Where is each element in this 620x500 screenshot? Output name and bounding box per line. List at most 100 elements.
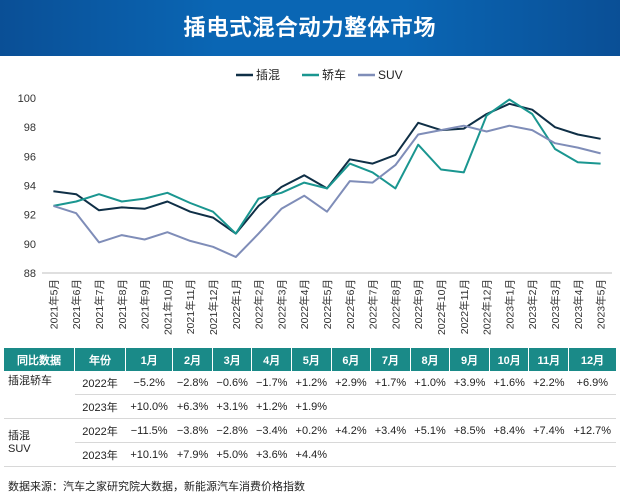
value-cell: +5.0% — [212, 442, 252, 467]
value-cell — [489, 442, 529, 467]
value-cell: −2.8% — [172, 371, 213, 395]
value-cell: −11.5% — [125, 418, 173, 443]
value-cell: −0.6% — [212, 371, 252, 395]
x-tick-label: 2021年5月 — [47, 279, 60, 329]
value-cell: +1.0% — [410, 371, 450, 395]
value-cell — [568, 394, 616, 419]
value-cell — [449, 394, 490, 419]
table-header-cell: 3月 — [212, 348, 253, 371]
table-row: 2023年 +10.1% +7.9% +5.0% +3.6% +4.4% — [4, 442, 616, 467]
y-tick-label: 94 — [24, 181, 36, 193]
x-tick-label: 2023年2月 — [526, 279, 539, 329]
table-header-cell: 年份 — [74, 348, 126, 371]
year-cell: 2022年 — [74, 418, 126, 443]
value-cell: +3.9% — [449, 371, 490, 395]
yoy-table: 同比数据 年份 1月 2月 3月 4月 5月 6月 7月 8月 9月 10月 11月 12月 插混轿车 20… — [4, 348, 616, 467]
x-tick-label: 2023年5月 — [595, 279, 608, 329]
value-cell: +8.4% — [489, 418, 529, 443]
y-tick-label: 100 — [18, 93, 36, 105]
value-cell — [370, 442, 411, 467]
year-cell: 2022年 — [74, 371, 126, 395]
value-cell: +1.2% — [291, 371, 332, 395]
value-cell: +1.6% — [489, 371, 529, 395]
y-tick-label: 88 — [24, 268, 36, 280]
value-cell — [331, 442, 371, 467]
x-tick-label: 2021年6月 — [70, 279, 83, 329]
x-tick-label: 2022年9月 — [412, 279, 425, 329]
title-banner — [0, 0, 620, 56]
x-tick-label: 2022年6月 — [344, 279, 357, 329]
table-header-cell: 10月 — [489, 348, 530, 371]
value-cell: +5.1% — [410, 418, 450, 443]
value-cell: +3.4% — [370, 418, 411, 443]
value-cell — [410, 442, 450, 467]
y-tick-label: 96 — [24, 151, 36, 163]
y-tick-label: 92 — [24, 210, 36, 222]
x-tick-label: 2022年2月 — [253, 279, 266, 329]
value-cell — [410, 394, 450, 419]
value-cell — [489, 394, 529, 419]
value-cell: +6.9% — [568, 371, 616, 395]
x-tick-label: 2023年3月 — [549, 279, 562, 329]
value-cell: +4.2% — [331, 418, 371, 443]
table-header-cell: 7月 — [370, 348, 411, 371]
value-cell: +7.9% — [172, 442, 213, 467]
value-cell — [370, 394, 411, 419]
legend-label-0: 插混 — [256, 68, 280, 82]
value-cell — [568, 442, 616, 467]
x-tick-label: 2022年1月 — [230, 279, 243, 329]
x-tick-label: 2022年11月 — [458, 279, 471, 334]
x-tick-label: 2023年4月 — [572, 279, 585, 329]
value-cell: +10.0% — [125, 394, 173, 419]
table-header-cell: 2月 — [172, 348, 213, 371]
value-cell — [449, 442, 490, 467]
x-tick-label: 2021年7月 — [93, 279, 106, 329]
value-cell: +8.5% — [449, 418, 490, 443]
value-cell: +10.1% — [125, 442, 173, 467]
x-tick-label: 2022年4月 — [298, 279, 311, 329]
table-header-cell: 6月 — [331, 348, 372, 371]
year-cell: 2023年 — [74, 442, 126, 467]
value-cell: −3.4% — [251, 418, 292, 443]
x-tick-label: 2022年10月 — [435, 279, 448, 335]
x-tick-label: 2022年12月 — [481, 279, 494, 335]
table-row: 插混 SUV 2022年 −11.5% −3.8% −2.8% −3.4% +0.2% +4.… — [4, 418, 616, 467]
y-tick-label: 98 — [24, 122, 36, 134]
value-cell: +0.2% — [291, 418, 332, 443]
table-header-cell: 9月 — [449, 348, 490, 371]
page-title: 插电式混合动力整体市场 — [183, 15, 437, 40]
table-header-cell: 1月 — [125, 348, 174, 371]
value-cell: +3.6% — [251, 442, 292, 467]
value-cell: +7.4% — [528, 418, 569, 443]
series-line-2 — [53, 124, 601, 258]
x-tick-label: 2022年3月 — [275, 279, 288, 329]
value-cell — [528, 394, 569, 419]
value-cell — [331, 394, 371, 419]
table-header-cell: 同比数据 — [4, 348, 75, 371]
x-tick-label: 2021年9月 — [139, 279, 152, 329]
group-name-cell: 插混 SUV — [4, 418, 75, 467]
table-header-cell: 12月 — [568, 348, 616, 371]
value-cell: +1.7% — [370, 371, 411, 395]
value-cell: +3.1% — [212, 394, 252, 419]
x-tick-label: 2022年8月 — [389, 279, 402, 329]
value-cell: +6.3% — [172, 394, 213, 419]
value-cell — [528, 442, 569, 467]
source-note: 数据来源：汽车之家研究院大数据，新能源汽车消费价格指数 — [8, 481, 305, 493]
y-tick-label: 90 — [24, 239, 36, 251]
x-tick-label: 2022年7月 — [367, 279, 380, 329]
table-row: 2023年 +10.0% +6.3% +3.1% +1.2% +1.9% — [4, 394, 616, 419]
table-header-cell: 5月 — [291, 348, 332, 371]
table-header-cell: 8月 — [410, 348, 451, 371]
line-chart: 88 90 92 94 96 98 100 2021年5月 2021年6月 2021年7月 2021… — [18, 67, 612, 335]
table-header-row: 同比数据 年份 1月 2月 3月 4月 5月 6月 7月 8月 9月 10月 11月 12月 — [4, 348, 616, 371]
x-tick-label: 2022年5月 — [321, 279, 334, 329]
group-name-cell: 插混轿车 — [4, 371, 75, 419]
table-header-cell: 11月 — [528, 348, 570, 371]
value-cell: +2.2% — [528, 371, 569, 395]
legend-label-1: 轿车 — [322, 67, 346, 82]
table-row: 插混轿车 2022年 −5.2% −2.8% −0.6% −1.7% +1.2% +2.9% +… — [4, 371, 616, 419]
year-cell: 2023年 — [74, 394, 126, 419]
value-cell: +12.7% — [568, 418, 616, 443]
legend-label-2: SUV — [378, 68, 403, 82]
